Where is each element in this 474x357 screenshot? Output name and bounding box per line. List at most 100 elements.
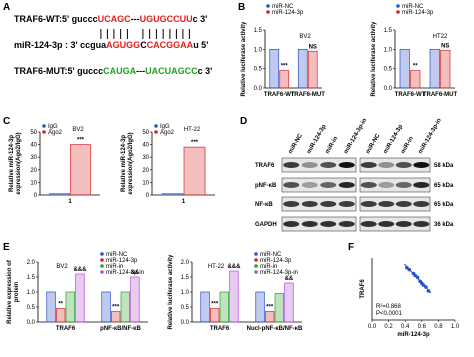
legend-label: miR-in <box>106 264 123 270</box>
y-tick-label: 40 <box>142 143 149 149</box>
x-tick-label: pNF-κB/NF-κB <box>100 326 141 332</box>
bar <box>219 291 229 323</box>
y-tick-label: 2.0 <box>27 260 36 266</box>
bar <box>265 311 275 323</box>
significance-label: *** <box>211 302 219 308</box>
significance-label: *** <box>266 305 274 311</box>
legend-label: miR-NC <box>260 252 282 258</box>
sequence-segment: c 3' <box>198 66 213 76</box>
blot-band <box>320 182 337 188</box>
blot-band <box>378 221 395 227</box>
stat-label: R²=0.868 <box>376 304 402 310</box>
chart-title: HT-22 <box>208 264 225 270</box>
x-tick-label: TRAF6-WT <box>395 92 426 98</box>
bar <box>274 293 284 323</box>
blot-frame <box>359 177 431 193</box>
chart-title: BV2 <box>299 34 311 40</box>
x-tick-label: 0.4 <box>401 324 410 330</box>
blot-frame <box>281 157 357 173</box>
sequence-segment: UGUGCCUU <box>140 14 193 24</box>
point <box>413 273 417 278</box>
legend-label: miR-NC <box>402 4 424 10</box>
sequence-segment: miR-124-3p : 3' ccgua <box>14 40 107 50</box>
sequence-line: miR-124-3p : 3' ccguaAGUGGCCACGGAAu 5' <box>14 40 208 50</box>
sequence-line: TRAF6-MUT:5' gucccCAUGA---UACUAGCCc 3' <box>14 66 212 76</box>
panel-label: A <box>3 2 10 13</box>
bar <box>229 270 239 323</box>
x-tick-label: 0.6 <box>418 324 427 330</box>
panel-label: E <box>3 242 10 253</box>
bar <box>111 311 121 323</box>
blot-size-label: 36 kDa <box>434 222 454 228</box>
x-tick-label: 1.0 <box>451 324 460 330</box>
sequence-segment: TRAF6-WT:5' guccc <box>14 14 98 24</box>
bar <box>56 308 66 323</box>
blot-band <box>395 162 412 168</box>
blot-band <box>360 221 377 227</box>
blot-band <box>413 162 430 168</box>
blot-column-label: miR-in <box>325 136 340 155</box>
y-axis-label: Relative miR-124-3p <box>121 135 127 192</box>
blot-column-label: miR-124-3p <box>306 124 328 155</box>
y-axis-label: protein <box>14 282 20 303</box>
blot-size-label: 65 kDa <box>434 183 454 189</box>
significance-label: &&& <box>73 267 87 273</box>
y-tick-label: 0.0 <box>181 320 190 326</box>
bar <box>49 193 70 196</box>
blot-band <box>378 182 395 188</box>
x-tick-label: TRAF6-WT <box>264 92 295 98</box>
legend-marker <box>254 258 258 262</box>
y-tick-label: 0 <box>34 193 38 199</box>
legend-label: IgG <box>160 124 170 130</box>
blot-column-label: miR-124-3p-in <box>418 117 443 155</box>
significance-label: &&& <box>227 264 241 270</box>
legend-marker <box>154 130 158 134</box>
blot-band <box>301 221 318 227</box>
blot-column-label: miR-NC <box>288 132 305 155</box>
bar <box>440 50 451 89</box>
blot-band <box>301 162 318 168</box>
x-tick-label: TRAF6 <box>210 326 230 332</box>
blot-band <box>301 201 318 207</box>
y-axis-label: Relative luciferase activity <box>241 21 247 97</box>
significance-label: ** <box>413 64 418 70</box>
blot-row-label: pNF-κB <box>255 183 277 189</box>
blot-frame <box>281 216 357 232</box>
sequence-segment: --- <box>131 14 140 24</box>
y-tick-label: 30 <box>30 155 37 161</box>
y-axis-label: TRAF6 <box>360 279 366 299</box>
bar <box>210 308 220 323</box>
bar <box>255 291 265 323</box>
y-tick-label: 0.5 <box>254 67 263 73</box>
bar <box>307 50 318 89</box>
legend-marker <box>396 10 400 14</box>
x-tick-label: TRAF6-MUT <box>423 92 458 98</box>
significance-label: *** <box>77 138 85 144</box>
blot-band <box>320 201 337 207</box>
blot-band <box>283 162 300 168</box>
blot-band <box>283 201 300 207</box>
legend-marker <box>254 264 258 268</box>
y-tick-label: 1.5 <box>181 275 190 281</box>
blot-band <box>283 221 300 227</box>
blot-frame <box>281 196 357 212</box>
blot-band <box>338 201 355 207</box>
legend-marker <box>42 124 46 128</box>
blot-band <box>378 162 395 168</box>
blot-row-label: NF-κB <box>255 202 273 208</box>
y-tick-label: 30 <box>142 155 149 161</box>
bar <box>101 291 111 323</box>
bar <box>297 48 308 89</box>
blot-row-label: GAPDH <box>255 222 277 228</box>
significance-label: ** <box>58 302 63 308</box>
legend-marker <box>266 10 270 14</box>
blot-band <box>378 201 395 207</box>
y-tick-label: 1.5 <box>384 28 393 34</box>
y-tick-label: 0 <box>146 193 150 199</box>
blot-band <box>338 162 355 168</box>
blot-band <box>413 221 430 227</box>
chart-title: BV2 <box>56 264 68 270</box>
blot-frame <box>281 177 357 193</box>
sequence-segment: UCAGC <box>98 14 131 24</box>
